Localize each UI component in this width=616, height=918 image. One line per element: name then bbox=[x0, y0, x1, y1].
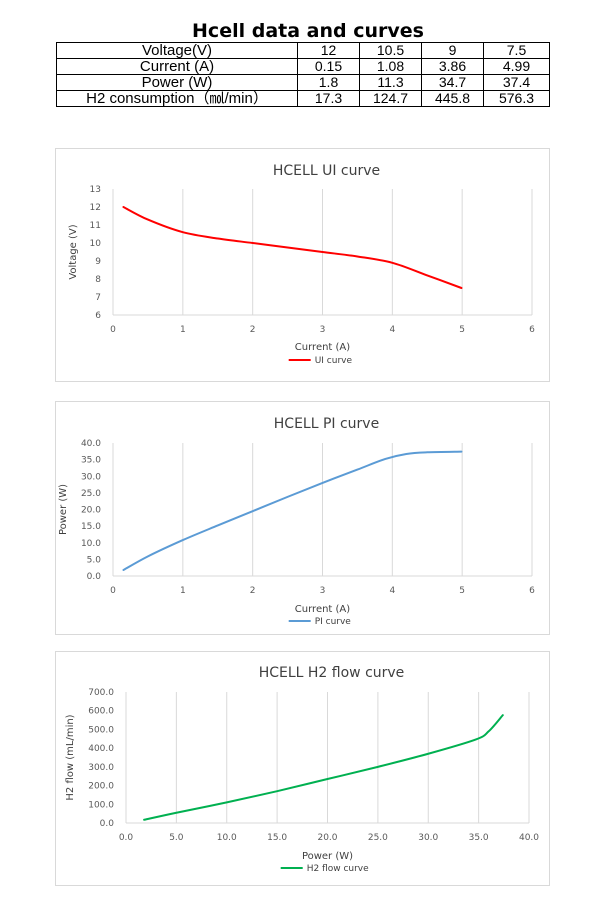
legend-label: H2 flow curve bbox=[307, 864, 369, 874]
table-row: Power (W) 1.8 11.3 34.7 37.4 bbox=[56, 74, 550, 91]
table-cell: 34.7 bbox=[421, 74, 484, 91]
table-cell: 445.8 bbox=[421, 90, 484, 107]
y-tick-label: 600.0 bbox=[88, 707, 114, 717]
y-tick-label: 0.0 bbox=[100, 819, 115, 829]
table-cell: 4.99 bbox=[483, 58, 550, 75]
y-tick-label: 10.0 bbox=[81, 539, 101, 549]
x-tick-label: 6 bbox=[529, 586, 535, 596]
y-tick-label: 500.0 bbox=[88, 725, 114, 735]
x-tick-label: 5 bbox=[459, 325, 465, 335]
x-tick-label: 2 bbox=[250, 586, 256, 596]
y-tick-label: 10 bbox=[90, 239, 102, 249]
series-line bbox=[122, 206, 463, 289]
x-tick-label: 3 bbox=[320, 325, 326, 335]
x-tick-label: 15.0 bbox=[267, 833, 287, 843]
chart-title: HCELL UI curve bbox=[273, 163, 380, 179]
table-cell: 37.4 bbox=[483, 74, 550, 91]
row-label: Current (A) bbox=[56, 58, 298, 75]
y-tick-label: 200.0 bbox=[88, 782, 114, 792]
x-tick-label: 4 bbox=[389, 325, 395, 335]
table-row: Voltage(V) 12 10.5 9 7.5 bbox=[56, 42, 550, 59]
x-tick-label: 0.0 bbox=[119, 833, 134, 843]
h2-flow-chart: HCELL H2 flow curve 0.0 5.0 10.0 15.0 20.0 25.… bbox=[55, 651, 550, 886]
y-tick-label: 20.0 bbox=[81, 506, 101, 516]
y-tick-label: 35.0 bbox=[81, 456, 101, 466]
table-cell: 12 bbox=[297, 42, 360, 59]
x-tick-label: 25.0 bbox=[368, 833, 388, 843]
y-tick-label: 13 bbox=[90, 185, 101, 195]
x-tick-label: 4 bbox=[389, 586, 395, 596]
y-tick-label: 100.0 bbox=[88, 800, 114, 810]
x-tick-label: 30.0 bbox=[418, 833, 438, 843]
table-cell: 576.3 bbox=[483, 90, 550, 107]
y-tick-label: 700.0 bbox=[88, 688, 114, 698]
row-label: Power (W) bbox=[56, 74, 298, 91]
page-title: Hcell data and curves bbox=[192, 20, 424, 42]
table-cell: 7.5 bbox=[483, 42, 550, 59]
table-cell: 10.5 bbox=[359, 42, 422, 59]
row-label: Voltage(V) bbox=[56, 42, 298, 59]
y-tick-label: 7 bbox=[95, 293, 101, 303]
y-axis-label: H2 flow (mL/min) bbox=[65, 714, 76, 800]
pi-curve-plot: HCELL PI curve 0 1 2 3 4 5 6 0.0 5.0 10.0 15.0 20.0 2… bbox=[58, 416, 535, 627]
y-tick-label: 5.0 bbox=[87, 555, 102, 565]
table-row: Current (A) 0.15 1.08 3.86 4.99 bbox=[56, 58, 550, 75]
x-tick-label: 2 bbox=[250, 325, 256, 335]
y-axis-label: Power (W) bbox=[58, 484, 69, 535]
x-tick-label: 5 bbox=[459, 586, 465, 596]
h2-flow-plot: HCELL H2 flow curve 0.0 5.0 10.0 15.0 20.0 25.… bbox=[65, 665, 539, 874]
table-cell: 11.3 bbox=[359, 74, 422, 91]
y-tick-label: 15.0 bbox=[81, 522, 101, 532]
x-tick-label: 0 bbox=[110, 325, 116, 335]
x-tick-label: 35.0 bbox=[469, 833, 489, 843]
legend-label: UI curve bbox=[315, 356, 353, 366]
y-tick-label: 30.0 bbox=[81, 472, 101, 482]
x-tick-label: 3 bbox=[320, 586, 326, 596]
ui-curve-chart: HCELL UI curve 0 1 2 3 4 5 6 6 7 8 9 10 11 12 13 Current… bbox=[55, 148, 550, 382]
y-tick-label: 6 bbox=[95, 311, 101, 321]
x-axis-label: Power (W) bbox=[302, 851, 353, 862]
x-tick-label: 1 bbox=[180, 325, 186, 335]
x-tick-label: 20.0 bbox=[317, 833, 337, 843]
chart-title: HCELL H2 flow curve bbox=[259, 665, 405, 681]
y-tick-label: 9 bbox=[95, 257, 101, 267]
x-tick-label: 40.0 bbox=[519, 833, 539, 843]
y-tick-label: 400.0 bbox=[88, 744, 114, 754]
x-tick-label: 1 bbox=[180, 586, 186, 596]
series-line bbox=[143, 714, 504, 821]
table-cell: 124.7 bbox=[359, 90, 422, 107]
table-cell: 17.3 bbox=[297, 90, 360, 107]
row-label: H2 consumption（㏖/min） bbox=[56, 90, 298, 107]
x-tick-label: 10.0 bbox=[217, 833, 237, 843]
data-table: Voltage(V) 12 10.5 9 7.5 Current (A) 0.1… bbox=[56, 42, 550, 107]
y-axis-label: Voltage (V) bbox=[68, 224, 79, 279]
pi-curve-chart: HCELL PI curve 0 1 2 3 4 5 6 0.0 5.0 10.0 15.0 20.0 2… bbox=[55, 401, 550, 635]
x-tick-label: 5.0 bbox=[169, 833, 184, 843]
table-row: H2 consumption（㏖/min） 17.3 124.7 445.8 5… bbox=[56, 90, 550, 107]
table-cell: 1.08 bbox=[359, 58, 422, 75]
y-tick-label: 11 bbox=[90, 221, 101, 231]
x-axis-label: Current (A) bbox=[295, 604, 350, 615]
table-cell: 0.15 bbox=[297, 58, 360, 75]
legend-label: PI curve bbox=[315, 617, 352, 627]
y-tick-label: 8 bbox=[95, 275, 101, 285]
table-cell: 1.8 bbox=[297, 74, 360, 91]
y-tick-label: 25.0 bbox=[81, 489, 101, 499]
x-tick-label: 6 bbox=[529, 325, 535, 335]
y-tick-label: 300.0 bbox=[88, 763, 114, 773]
x-axis-label: Current (A) bbox=[295, 342, 350, 353]
y-tick-label: 40.0 bbox=[81, 439, 101, 449]
table-cell: 9 bbox=[421, 42, 484, 59]
chart-title: HCELL PI curve bbox=[274, 416, 379, 432]
series-line bbox=[122, 450, 463, 572]
y-tick-label: 0.0 bbox=[87, 572, 102, 582]
y-tick-label: 12 bbox=[90, 203, 101, 213]
x-tick-label: 0 bbox=[110, 586, 116, 596]
table-cell: 3.86 bbox=[421, 58, 484, 75]
